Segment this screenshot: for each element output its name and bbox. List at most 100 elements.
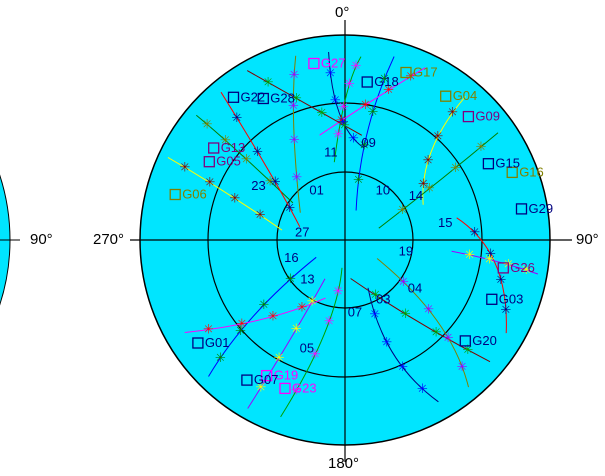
skyplot: ✳✳✳✳✳✳✳✳✳✳✳✳✳✳✳✳✳✳✳✳✳✳✳✳✳✳✳✳✳✳✳✳✳✳✳✳✳✳✳✳… <box>130 20 572 462</box>
track-star-mark: ✳ <box>338 115 349 130</box>
satellite-marker <box>506 166 518 179</box>
track-star-mark: ✳ <box>289 133 300 148</box>
track-star-mark: ✳ <box>285 272 296 287</box>
track-star-mark: ✳ <box>370 288 381 303</box>
satellite-marker <box>440 90 452 102</box>
track-number-label: 05 <box>300 340 314 355</box>
satellite-id-label: G26 <box>510 260 535 275</box>
satellite-marker <box>192 337 204 349</box>
track-star-mark: ✳ <box>307 295 318 310</box>
track-number-label: 04 <box>408 281 422 296</box>
track-star-mark: ✳ <box>417 382 428 397</box>
satellite-marker <box>482 158 495 170</box>
track-star-mark: ✳ <box>291 322 302 337</box>
track-star-mark: ✳ <box>501 303 512 318</box>
track-star-mark: ✳ <box>268 310 279 325</box>
track-star-mark: ✳ <box>204 176 215 191</box>
satellite-id-label: G19 <box>274 368 299 383</box>
track-star-mark: ✳ <box>270 175 281 190</box>
satellite-track <box>378 132 499 229</box>
satellite-marker <box>257 92 269 105</box>
track-star-mark: ✳ <box>423 153 434 168</box>
north-label: 0° <box>335 4 350 21</box>
track-number-label: 11 <box>324 144 338 159</box>
track-star-mark: ✳ <box>317 106 328 121</box>
track-star-mark: ✳ <box>310 347 321 362</box>
satellite-track <box>319 67 426 136</box>
satellite-tracks <box>167 51 539 418</box>
satellite-marker <box>308 57 320 70</box>
satellite-id-label: G27 <box>321 56 346 71</box>
track-star-mark: ✳ <box>291 171 302 186</box>
track-star-mark: ✳ <box>330 93 341 108</box>
track-star-mark: ✳ <box>353 173 364 188</box>
track-star-mark: ✳ <box>383 83 394 98</box>
track-star-mark: ✳ <box>450 161 461 176</box>
track-star-mark: ✳ <box>484 253 495 268</box>
satellite-marker <box>227 91 240 103</box>
track-star-mark: ✳ <box>291 384 302 399</box>
track-star-mark: ✳ <box>252 145 263 160</box>
satellite-marker <box>486 293 498 305</box>
track-star-mark: ✳ <box>235 324 246 339</box>
satellite-id-label: G20 <box>472 333 497 348</box>
track-number-label: 27 <box>295 225 309 240</box>
track-number-label: 14 <box>409 188 423 203</box>
track-star-mark: ✳ <box>400 307 411 322</box>
satellite-id-label: G18 <box>374 74 399 89</box>
satellite-id-label: G07 <box>254 372 279 387</box>
track-star-mark: ✳ <box>457 360 468 375</box>
track-star-mark: ✳ <box>325 66 336 81</box>
satellite-track <box>184 297 326 333</box>
satellite-track <box>208 256 317 377</box>
track-number-label: 03 <box>376 292 390 307</box>
satellite-id-label: G29 <box>529 201 554 216</box>
track-star-mark: ✳ <box>521 263 532 278</box>
track-star-mark: ✳ <box>423 303 434 318</box>
satellite-marker <box>241 374 253 386</box>
track-star-mark: ✳ <box>370 308 381 323</box>
satellite-id-label: G17 <box>413 65 438 80</box>
satellite-marker <box>208 142 220 154</box>
track-star-mark: ✳ <box>333 284 344 299</box>
track-star-mark: ✳ <box>397 203 408 218</box>
track-star-mark: ✳ <box>431 325 442 340</box>
track-star-mark: ✳ <box>418 177 429 192</box>
track-star-mark: ✳ <box>179 160 190 175</box>
track-number-label: 09 <box>361 135 375 150</box>
satellite-track <box>355 56 395 211</box>
south-label: 180° <box>328 455 360 472</box>
satellite-marker <box>515 203 528 215</box>
track-star-mark: ✳ <box>398 275 409 290</box>
track-star-mark: ✳ <box>360 98 371 113</box>
track-star-mark: ✳ <box>359 139 370 154</box>
track-star-mark: ✳ <box>476 140 487 155</box>
track-star-mark: ✳ <box>202 117 213 132</box>
track-star-mark: ✳ <box>464 248 475 263</box>
track-number-label: 13 <box>300 271 314 286</box>
track-star-mark: ✳ <box>297 300 308 315</box>
satellite-id-label: G22 <box>241 89 266 104</box>
track-star-mark: ✳ <box>351 59 362 74</box>
track-star-mark: ✳ <box>215 351 226 366</box>
west-label: 270° <box>93 231 125 248</box>
satellite-id-label: G16 <box>519 164 544 179</box>
track-star-mark: ✳ <box>344 77 355 92</box>
track-star-mark: ✳ <box>265 174 276 189</box>
satellite-track <box>456 217 507 334</box>
satellite-id-label: G09 <box>475 109 500 124</box>
satellite-marker <box>400 66 412 79</box>
track-star-mark: ✳ <box>203 323 214 338</box>
satellite-marker <box>497 262 509 274</box>
track-star-mark: ✳ <box>447 106 458 121</box>
satellite-id-label: G01 <box>205 335 230 350</box>
satellite-track <box>451 250 539 275</box>
track-star-mark: ✳ <box>289 68 300 83</box>
track-number-label: 07 <box>348 305 362 320</box>
satellite-track <box>167 156 283 231</box>
left-skyplot-partial <box>0 174 20 306</box>
track-star-mark: ✳ <box>255 208 266 223</box>
satellite-id-label: G15 <box>495 156 520 171</box>
satellite-track <box>376 258 469 388</box>
satellite-track <box>247 278 326 409</box>
